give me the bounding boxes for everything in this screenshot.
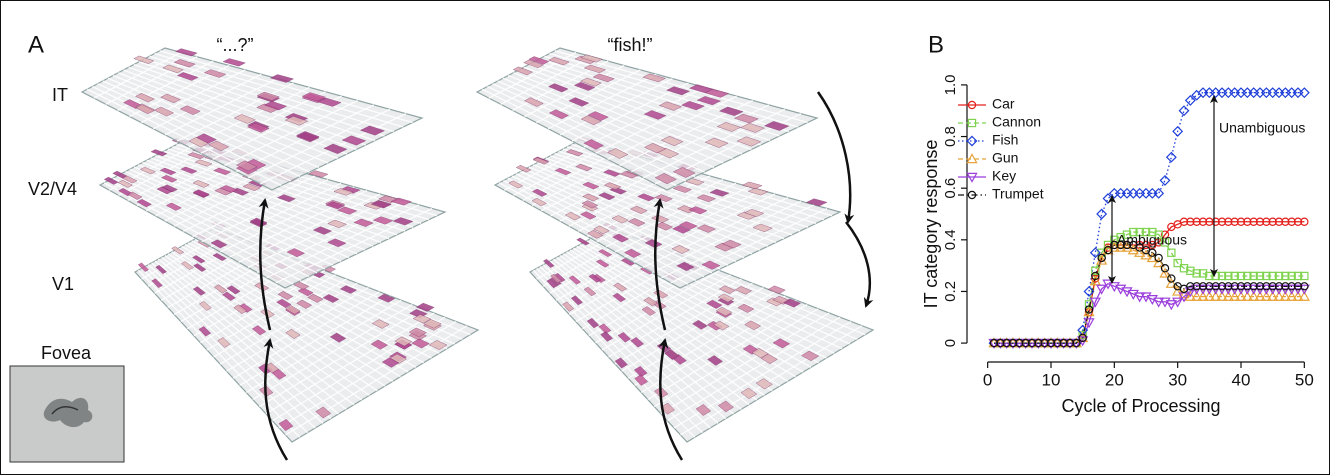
x-axis-title: Cycle of Processing <box>1061 396 1220 416</box>
legend-label: Car <box>992 96 1015 112</box>
y-tick-label: 0.2 <box>942 281 959 302</box>
x-tick-label: 50 <box>1295 370 1314 389</box>
layer-label: V2/V4 <box>28 179 77 199</box>
y-tick-label: 0.4 <box>942 229 959 250</box>
panel-label: A <box>28 31 44 58</box>
y-tick-label: 1.0 <box>942 74 959 95</box>
y-axis-title: IT category response <box>921 140 941 309</box>
panel-label: B <box>928 31 944 58</box>
y-tick-label: 0.6 <box>942 178 959 199</box>
legend-label: Fish <box>992 132 1018 148</box>
layer-label: IT <box>52 85 68 105</box>
fovea-label: Fovea <box>41 343 92 363</box>
x-tick-label: 40 <box>1232 370 1251 389</box>
x-tick-label: 10 <box>1042 370 1061 389</box>
x-tick-label: 30 <box>1168 370 1187 389</box>
annotation: Ambiguous <box>1117 232 1187 248</box>
figure: A “...?” “fish!” IT V2/V4 V1 Fovea B 0 0.… <box>0 0 1330 475</box>
layer-label: V1 <box>52 274 74 294</box>
x-tick-label: 20 <box>1105 370 1124 389</box>
panel-title: “...?” <box>216 35 253 55</box>
legend-label: Trumpet <box>992 186 1044 202</box>
x-tick-label: 0 <box>983 370 992 389</box>
legend-label: Key <box>992 168 1016 184</box>
y-tick-label: 0.8 <box>942 126 959 147</box>
legend-label: Gun <box>992 150 1018 166</box>
panel-title: “fish!” <box>608 35 653 55</box>
annotation: Unambiguous <box>1219 120 1305 136</box>
y-tick-label: 0 <box>942 339 959 347</box>
legend-label: Cannon <box>992 114 1041 130</box>
